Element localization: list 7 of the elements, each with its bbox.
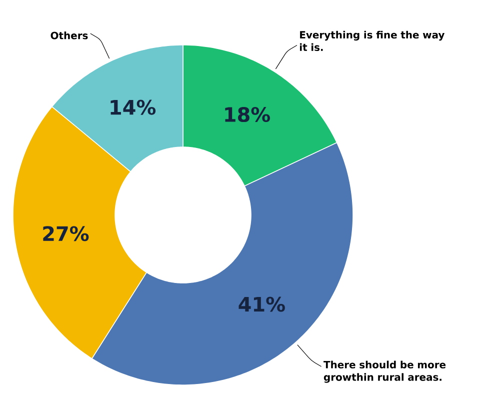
data-label: 14% xyxy=(110,100,156,115)
data-label: 27% xyxy=(43,226,89,242)
slice-label: Others xyxy=(50,32,88,40)
slice-label: There should be more growthin rural areas. xyxy=(324,360,446,383)
data-label: 18% xyxy=(225,106,270,122)
slice-label: Everything is fine the way it is. xyxy=(300,30,445,51)
data-label: 41% xyxy=(238,296,285,312)
